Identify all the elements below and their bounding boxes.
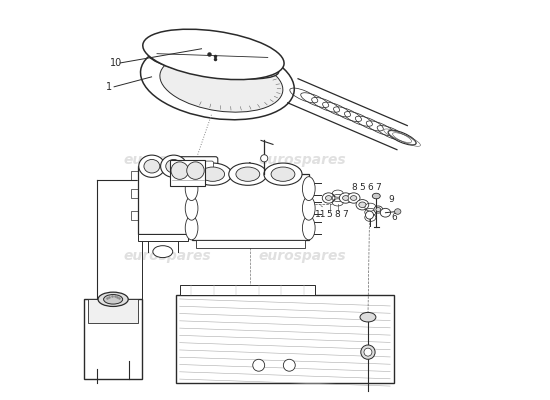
Bar: [131, 171, 138, 180]
Ellipse shape: [376, 208, 381, 212]
Ellipse shape: [143, 29, 284, 80]
Text: 10: 10: [110, 58, 123, 68]
Ellipse shape: [264, 163, 302, 185]
Ellipse shape: [144, 160, 160, 173]
Ellipse shape: [326, 196, 332, 200]
Ellipse shape: [302, 216, 315, 240]
Ellipse shape: [103, 294, 123, 304]
Text: eurospares: eurospares: [259, 249, 346, 263]
Ellipse shape: [302, 177, 315, 200]
Ellipse shape: [364, 348, 372, 356]
Text: 8: 8: [351, 183, 358, 192]
Text: eurospares: eurospares: [259, 153, 346, 167]
Bar: [180, 286, 315, 295]
Ellipse shape: [322, 193, 335, 203]
Text: eurospares: eurospares: [124, 153, 212, 167]
Text: 7: 7: [342, 210, 348, 219]
Text: 6: 6: [392, 213, 397, 222]
Ellipse shape: [366, 211, 373, 219]
Ellipse shape: [372, 193, 380, 199]
Ellipse shape: [283, 359, 295, 371]
Text: 9: 9: [388, 196, 394, 204]
Ellipse shape: [271, 167, 295, 181]
Ellipse shape: [302, 196, 315, 220]
Ellipse shape: [253, 359, 265, 371]
Ellipse shape: [194, 163, 232, 185]
Ellipse shape: [160, 54, 283, 112]
Bar: [131, 189, 138, 198]
Bar: [138, 166, 188, 234]
Text: 11: 11: [315, 210, 326, 219]
Ellipse shape: [359, 202, 366, 208]
Text: 8: 8: [334, 210, 340, 219]
Ellipse shape: [350, 196, 357, 200]
Text: 4: 4: [245, 162, 251, 172]
Ellipse shape: [161, 155, 187, 177]
Ellipse shape: [388, 130, 416, 145]
Ellipse shape: [98, 292, 128, 306]
Ellipse shape: [380, 208, 390, 217]
Text: 6: 6: [367, 183, 373, 192]
Ellipse shape: [187, 162, 204, 179]
Ellipse shape: [343, 196, 349, 200]
Ellipse shape: [236, 167, 260, 181]
Ellipse shape: [347, 193, 360, 203]
Bar: [170, 160, 206, 186]
Ellipse shape: [361, 345, 375, 359]
Ellipse shape: [185, 216, 198, 240]
Bar: [191, 174, 309, 240]
Ellipse shape: [356, 200, 369, 210]
Ellipse shape: [261, 155, 268, 162]
Ellipse shape: [229, 163, 267, 185]
Ellipse shape: [171, 162, 189, 179]
Text: 1: 1: [106, 82, 112, 92]
Text: 5: 5: [326, 210, 332, 219]
Ellipse shape: [166, 160, 182, 173]
Bar: [131, 211, 138, 220]
Bar: [84, 299, 142, 379]
Text: 2: 2: [150, 173, 156, 183]
Ellipse shape: [140, 42, 294, 120]
Ellipse shape: [139, 155, 165, 177]
Ellipse shape: [185, 196, 198, 220]
FancyBboxPatch shape: [182, 161, 213, 179]
Text: 7: 7: [376, 183, 381, 192]
Ellipse shape: [148, 32, 279, 64]
Bar: [89, 299, 138, 323]
Ellipse shape: [185, 177, 198, 200]
Ellipse shape: [153, 246, 173, 258]
Ellipse shape: [374, 206, 383, 213]
Text: 3: 3: [210, 163, 216, 173]
FancyBboxPatch shape: [177, 157, 218, 184]
Ellipse shape: [201, 167, 224, 181]
Text: 5: 5: [360, 183, 365, 192]
Bar: [138, 234, 188, 241]
Ellipse shape: [360, 312, 376, 322]
Ellipse shape: [394, 209, 401, 214]
Ellipse shape: [339, 193, 352, 203]
Text: eurospares: eurospares: [124, 249, 212, 263]
Bar: [196, 240, 305, 248]
Ellipse shape: [148, 47, 279, 79]
Bar: [175, 295, 394, 383]
